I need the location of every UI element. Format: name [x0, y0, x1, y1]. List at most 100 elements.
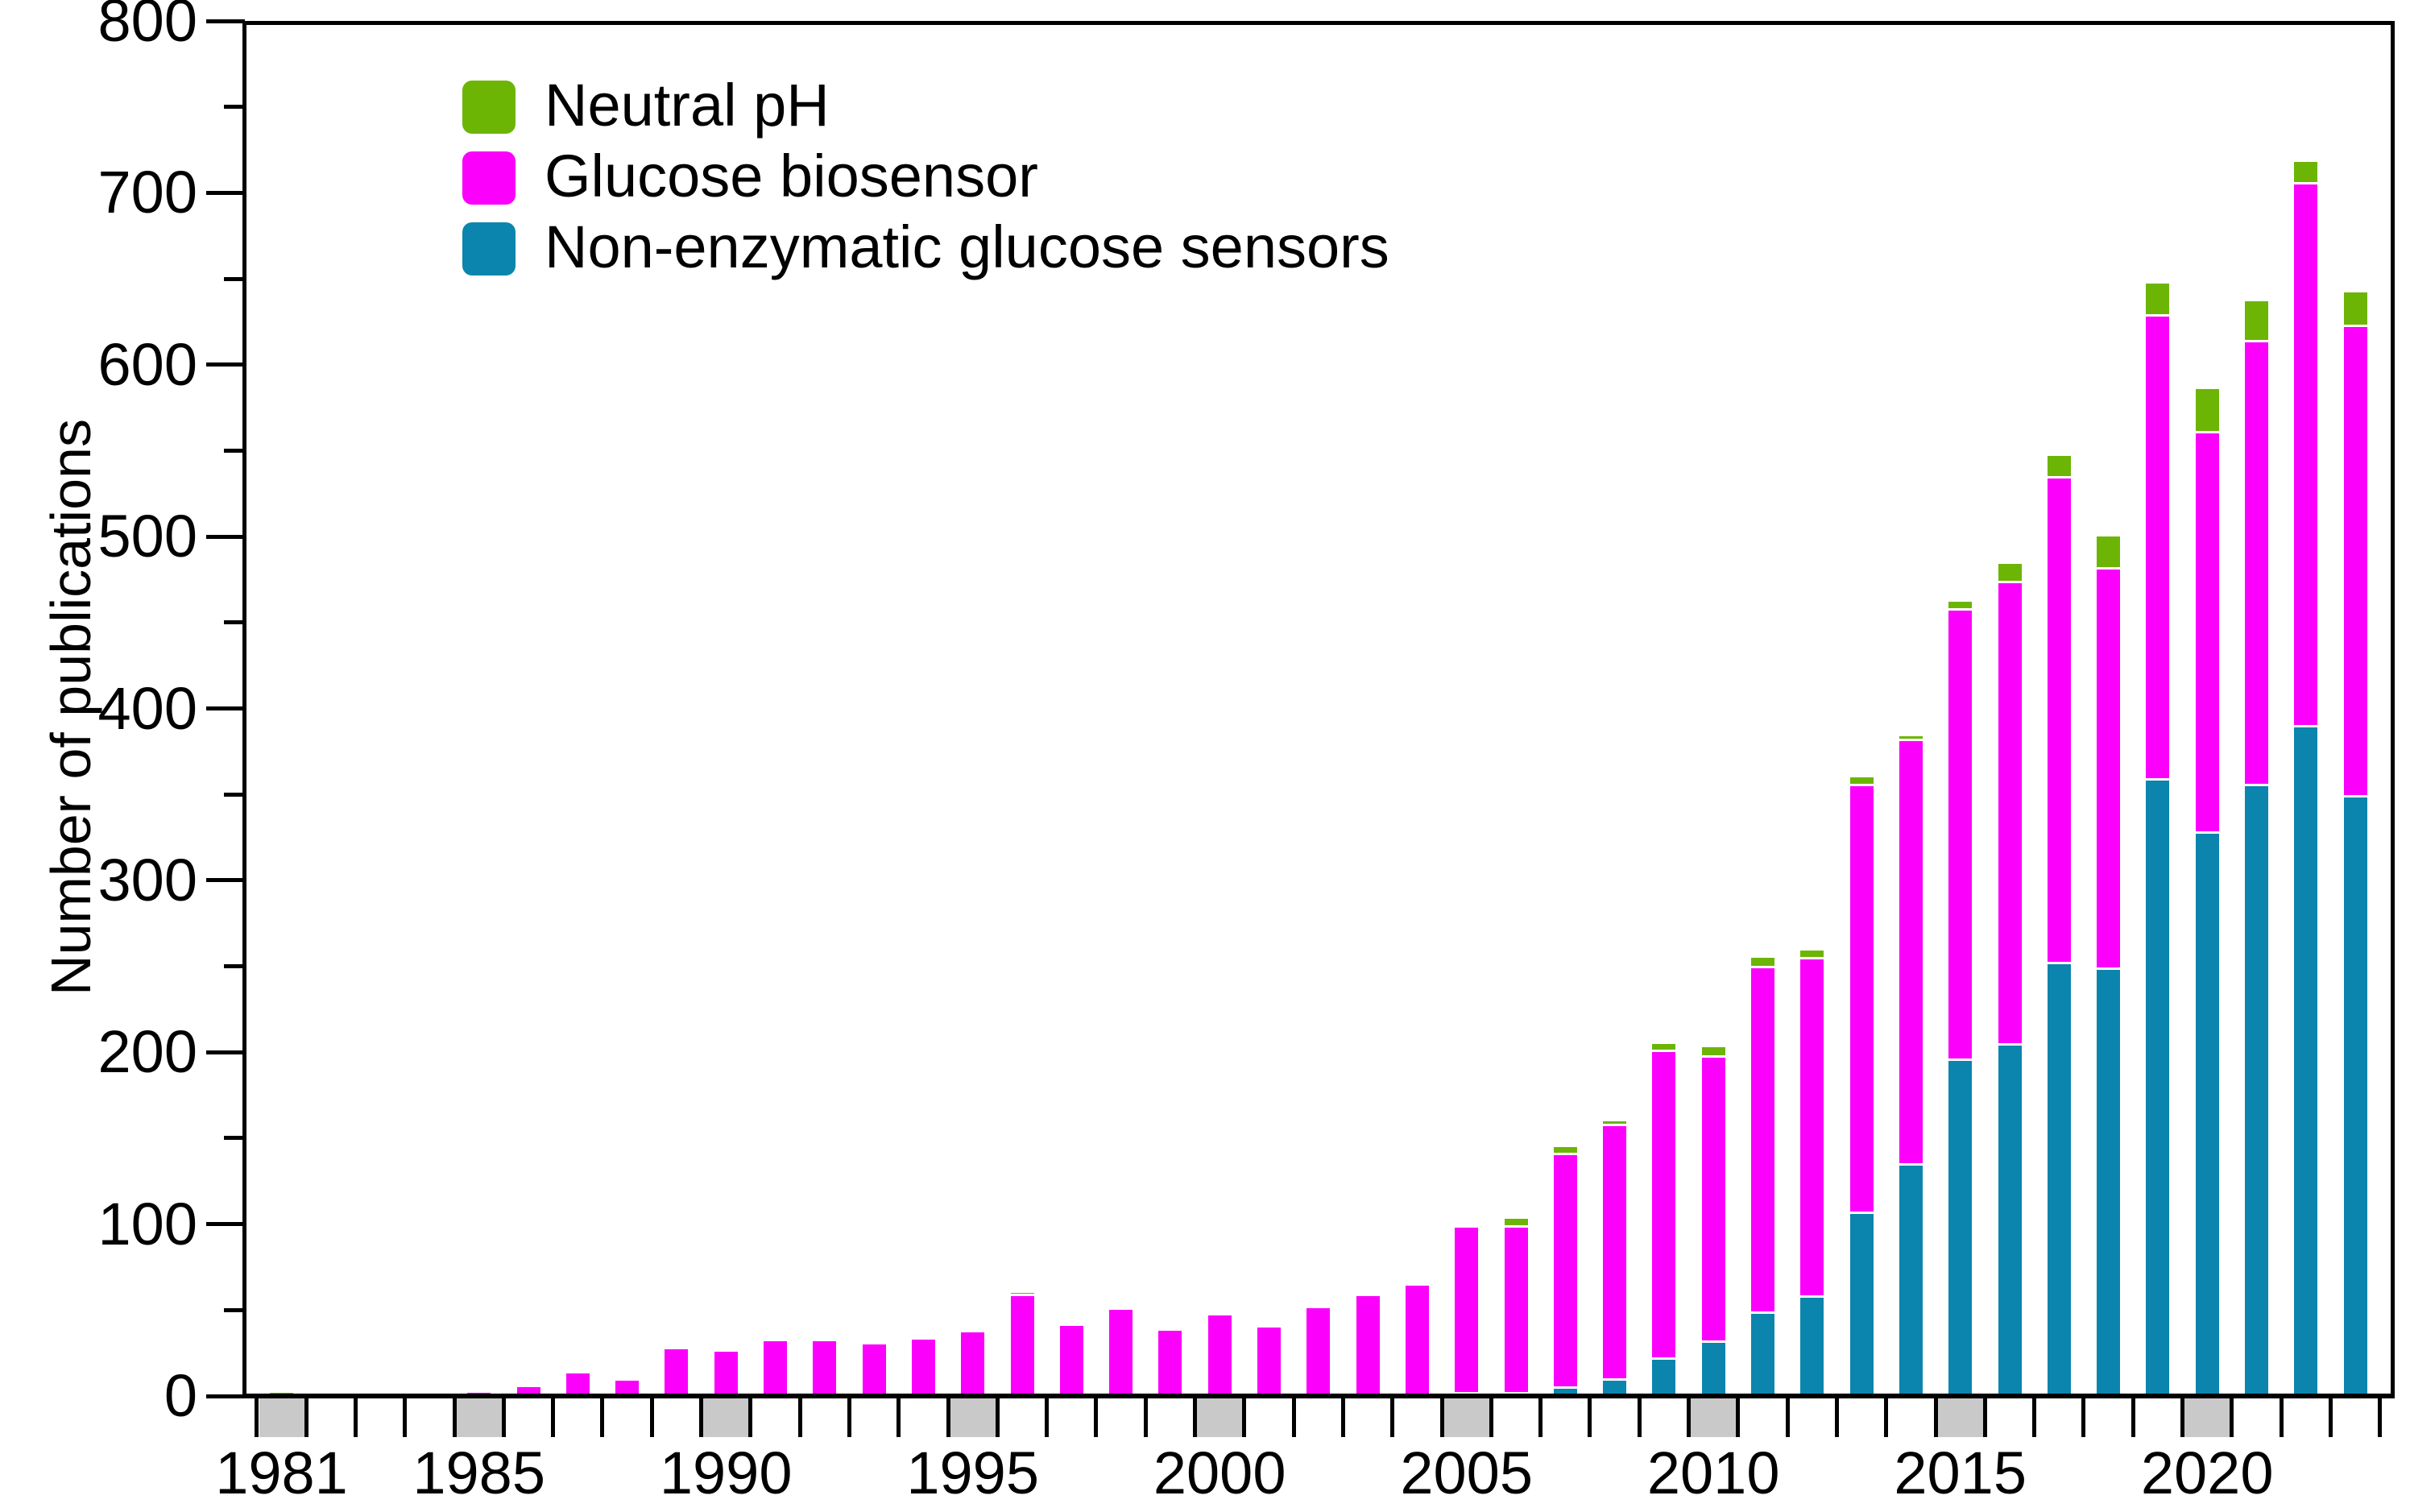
y-major-tick: [206, 534, 245, 539]
y-tick-label: 400: [97, 674, 197, 742]
x-tick-block: [456, 1398, 502, 1437]
bar-segment-glucose-biosensor: [1356, 1296, 1380, 1396]
x-tick-block: [703, 1398, 749, 1437]
y-tick-label: 700: [97, 159, 197, 226]
bar-segment-glucose-biosensor: [1257, 1327, 1281, 1396]
bar-segment-glucose-biosensor: [1059, 1325, 1083, 1396]
x-tick-label: 1985: [412, 1440, 545, 1506]
x-tick: [1785, 1398, 1790, 1437]
x-tick: [1340, 1398, 1345, 1437]
y-major-tick: [206, 706, 245, 710]
y-minor-tick: [224, 964, 245, 969]
bar-segment-glucose-biosensor: [2195, 433, 2219, 832]
x-tick: [1143, 1398, 1148, 1437]
bar-segment-glucose-biosensor: [2047, 478, 2071, 963]
bar-segment-neutral-ph: [2294, 161, 2318, 182]
x-tick-block: [2184, 1398, 2230, 1437]
legend-swatch-neutral-ph: [462, 81, 516, 134]
x-tick: [353, 1398, 358, 1437]
bar-segment-glucose-biosensor: [665, 1349, 689, 1396]
bar-segment-glucose-biosensor: [1553, 1155, 1577, 1387]
bar-segment-neutral-ph: [1553, 1146, 1577, 1154]
bar-segment-neutral-ph: [2097, 536, 2121, 567]
x-tick: [1687, 1398, 1692, 1437]
x-tick: [748, 1398, 753, 1437]
bar-segment-non-enzymatic-glucose-sensors: [2146, 781, 2170, 1396]
y-major-tick: [206, 878, 245, 883]
y-major-tick: [206, 1050, 245, 1054]
bar-segment-glucose-biosensor: [961, 1332, 985, 1396]
x-tick-block: [950, 1398, 996, 1437]
x-tick: [1193, 1398, 1198, 1437]
bar-segment-glucose-biosensor: [1504, 1227, 1528, 1392]
bar-segment-non-enzymatic-glucose-sensors: [1948, 1060, 1973, 1396]
bar-segment-neutral-ph: [1010, 1292, 1034, 1295]
x-tick: [452, 1398, 457, 1437]
y-minor-tick: [224, 792, 245, 797]
bar-segment-neutral-ph: [1751, 957, 1774, 966]
bar-segment-glucose-biosensor: [2245, 342, 2268, 784]
x-tick: [1884, 1398, 1889, 1437]
y-tick-label: 500: [97, 503, 197, 570]
legend-label: Neutral pH: [545, 72, 830, 139]
bar-segment-glucose-biosensor: [1800, 959, 1824, 1296]
x-tick: [1489, 1398, 1493, 1437]
legend-item-glucose-biosensor: Glucose biosensor: [462, 147, 1389, 206]
y-major-tick: [206, 190, 245, 195]
x-tick: [2081, 1398, 2086, 1437]
bar-segment-non-enzymatic-glucose-sensors: [2245, 785, 2268, 1396]
bar-segment-glucose-biosensor: [1652, 1052, 1676, 1358]
x-tick: [2328, 1398, 2333, 1437]
y-minor-tick: [224, 276, 245, 281]
bar-segment-non-enzymatic-glucose-sensors: [1701, 1342, 1725, 1396]
x-tick: [403, 1398, 408, 1437]
bar-segment-glucose-biosensor: [2097, 569, 2121, 967]
x-tick: [1637, 1398, 1642, 1437]
x-tick: [699, 1398, 704, 1437]
x-tick: [2378, 1398, 2383, 1437]
bar-segment-neutral-ph: [2047, 455, 2071, 476]
x-tick-label: 2015: [1894, 1440, 2027, 1506]
bar-segment-glucose-biosensor: [615, 1380, 640, 1396]
y-major-tick: [206, 19, 245, 23]
x-tick-block: [1937, 1398, 1983, 1437]
bar-segment-glucose-biosensor: [1603, 1126, 1627, 1378]
bar-segment-neutral-ph: [2195, 388, 2219, 432]
bar-segment-glucose-biosensor: [1899, 741, 1923, 1164]
bar-segment-non-enzymatic-glucose-sensors: [1849, 1213, 1874, 1396]
bar-segment-neutral-ph: [1603, 1121, 1627, 1124]
x-tick: [1933, 1398, 1938, 1437]
x-tick: [1588, 1398, 1592, 1437]
legend-label: Glucose biosensor: [545, 143, 1038, 209]
bar-segment-glucose-biosensor: [1306, 1308, 1331, 1396]
bar-segment-glucose-biosensor: [1701, 1057, 1725, 1340]
y-tick-label: 800: [97, 0, 197, 54]
x-tick-label: 2005: [1400, 1440, 1533, 1506]
legend-label: Non-enzymatic glucose sensors: [545, 213, 1389, 280]
y-major-tick: [206, 1222, 245, 1227]
bar-segment-non-enzymatic-glucose-sensors: [2294, 727, 2318, 1396]
bar-segment-neutral-ph: [1899, 735, 1923, 739]
y-tick-label: 0: [164, 1362, 197, 1429]
bar-segment-glucose-biosensor: [1010, 1296, 1034, 1396]
x-tick: [2230, 1398, 2234, 1437]
bar-segment-non-enzymatic-glucose-sensors: [1998, 1045, 2022, 1396]
legend-swatch-non-enzymatic: [462, 222, 516, 275]
bar-segment-glucose-biosensor: [862, 1344, 886, 1396]
bar-segment-glucose-biosensor: [911, 1339, 935, 1396]
bar-segment-non-enzymatic-glucose-sensors: [1751, 1313, 1774, 1396]
y-major-tick: [206, 362, 245, 367]
legend-swatch-glucose-biosensor: [462, 151, 516, 205]
x-tick-block: [1443, 1398, 1489, 1437]
y-minor-tick: [224, 105, 245, 110]
x-tick: [2130, 1398, 2135, 1437]
bar-segment-glucose-biosensor: [1948, 610, 1973, 1058]
bar-segment-glucose-biosensor: [1998, 582, 2022, 1043]
x-tick-label: 2000: [1153, 1440, 1286, 1506]
bar-segment-neutral-ph: [1948, 602, 1973, 608]
x-tick: [255, 1398, 259, 1437]
bar-segment-neutral-ph: [1701, 1046, 1725, 1055]
